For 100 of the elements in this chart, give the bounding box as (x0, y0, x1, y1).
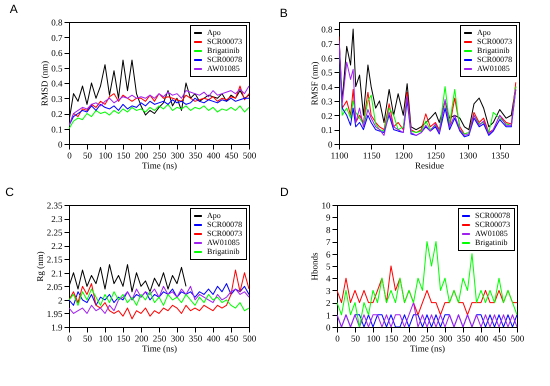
x-tick-label: 300 (170, 150, 185, 160)
y-tick-label: 0.4 (51, 78, 63, 88)
x-tick-label: 300 (438, 334, 453, 344)
y-tick-label: 0.1 (321, 125, 332, 136)
chart-title: D (280, 185, 289, 199)
line-series (69, 86, 249, 126)
legend-label: Apo (207, 211, 221, 220)
x-tick-label: 1350 (491, 150, 510, 160)
x-tick-label: 100 (98, 334, 113, 344)
y-tick-label: 9 (326, 212, 331, 223)
legend-label: Apo (477, 28, 491, 37)
x-tick-label: 250 (152, 150, 167, 160)
x-tick-label: 450 (492, 334, 507, 344)
x-tick-label: 350 (456, 334, 471, 344)
y-tick-label: 1.9 (51, 322, 63, 332)
x-tick-label: 1200 (394, 150, 414, 160)
y-tick-label: 0.2 (321, 110, 332, 121)
line-series (69, 283, 249, 306)
y-tick-label: 6 (326, 249, 331, 260)
y-tick-label: 2.2 (51, 241, 62, 252)
x-tick-label: 200 (134, 334, 149, 344)
x-tick-label: 250 (420, 334, 435, 344)
x-tick-label: 150 (384, 334, 399, 344)
x-tick-label: 500 (242, 334, 257, 344)
chart-title: B (280, 6, 288, 20)
y-axis-title: RMSF (nm) (309, 62, 320, 106)
x-tick-label: 100 (366, 334, 381, 344)
y-tick-label: 0.7 (321, 39, 333, 50)
legend-label: SCR00078 (207, 55, 242, 64)
x-tick-label: 150 (116, 150, 131, 160)
x-axis-title: Time (ns) (410, 344, 445, 354)
y-tick-label: 0.3 (51, 94, 63, 104)
x-tick-label: 1100 (330, 150, 349, 160)
y-tick-label: 0.6 (321, 53, 333, 64)
y-tick-label: 7 (326, 237, 331, 248)
legend-label: AW01085 (207, 238, 240, 247)
y-tick-label: 2.1 (51, 268, 62, 278)
y-tick-label: 0 (328, 140, 333, 150)
x-tick-label: 200 (134, 150, 149, 160)
line-series (69, 104, 249, 130)
x-tick-label: 300 (170, 334, 185, 344)
y-tick-label: 1 (326, 310, 330, 320)
legend-label: AW01085 (475, 229, 508, 238)
x-tick-label: 50 (83, 334, 92, 344)
x-tick-label: 1150 (362, 150, 381, 160)
x-tick-label: 0 (67, 334, 72, 344)
x-tick-label: 400 (206, 334, 221, 344)
y-tick-label: 0.7 (51, 32, 63, 43)
x-tick-label: 50 (351, 334, 360, 344)
y-tick-label: 8 (326, 224, 331, 235)
legend-label: SCR00078 (207, 220, 242, 229)
x-tick-label: 0 (67, 150, 72, 160)
x-tick-label: 1250 (426, 150, 446, 160)
x-tick-label: 450 (224, 150, 239, 160)
legend-label: SCR00078 (475, 211, 510, 220)
y-tick-label: 2 (58, 295, 62, 306)
chart-title: A (10, 2, 18, 16)
legend-label: SCR00078 (477, 55, 512, 64)
legend-label: SCR00073 (207, 229, 242, 238)
legend-label: SCR00073 (207, 37, 242, 46)
y-tick-label: 2.35 (46, 200, 63, 210)
y-tick-label: 0.2 (51, 109, 62, 119)
x-tick-label: 150 (116, 334, 131, 344)
y-tick-label: 4 (326, 274, 331, 284)
line-series (69, 270, 249, 320)
legend-label: AW01085 (207, 64, 240, 73)
y-tick-label: 0.8 (51, 18, 63, 28)
y-axis-title: RMSD (nm) (39, 60, 50, 106)
x-tick-label: 0 (335, 334, 340, 344)
y-tick-label: 0 (326, 322, 331, 332)
x-axis-title: Residue (415, 160, 444, 170)
x-tick-label: 350 (188, 150, 203, 160)
y-tick-label: 0.3 (321, 96, 333, 106)
x-tick-label: 250 (152, 334, 167, 344)
x-tick-label: 50 (83, 150, 92, 160)
y-tick-label: 0.8 (321, 24, 333, 35)
y-axis-title: Rg (nm) (34, 251, 45, 282)
legend-label: Apo (207, 28, 221, 37)
x-axis-title: Time (ns) (142, 160, 177, 170)
y-tick-label: 0.1 (51, 124, 62, 134)
x-axis-title: Time (ns) (142, 344, 177, 354)
legend-label: Brigatinib (207, 46, 240, 55)
x-tick-label: 350 (188, 334, 203, 344)
legend-label: Brigatinib (475, 238, 508, 247)
legend-label: Brigatinib (207, 247, 240, 256)
legend-label: Brigatinib (477, 46, 510, 55)
y-tick-label: 2.05 (46, 282, 63, 292)
x-tick-label: 100 (98, 150, 113, 160)
y-tick-label: 1.95 (46, 308, 63, 319)
x-tick-label: 200 (402, 334, 417, 344)
x-tick-label: 400 (206, 150, 221, 160)
y-tick-label: 2.3 (51, 214, 63, 224)
y-tick-label: 0.5 (321, 68, 333, 78)
y-tick-label: 2.25 (46, 228, 63, 238)
y-tick-label: 0 (58, 140, 63, 150)
x-tick-label: 450 (224, 334, 239, 344)
y-tick-label: 0.4 (321, 82, 333, 92)
x-tick-label: 500 (510, 334, 525, 344)
line-series (337, 241, 517, 327)
legend-label: SCR00073 (475, 220, 510, 229)
